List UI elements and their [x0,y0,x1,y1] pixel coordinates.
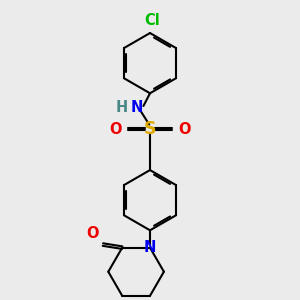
Text: O: O [178,122,190,137]
Text: O: O [110,122,122,137]
Text: O: O [86,226,99,242]
Text: S: S [144,120,156,138]
Text: N: N [144,240,156,255]
Text: N: N [130,100,143,116]
Text: H: H [116,100,128,115]
Text: Cl: Cl [144,14,160,28]
